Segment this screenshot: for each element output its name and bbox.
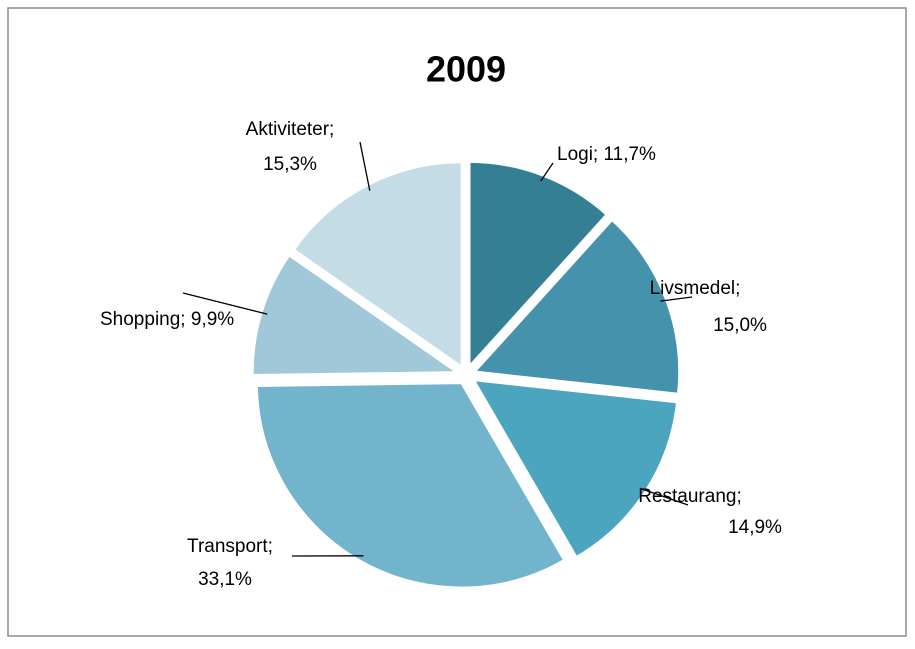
- value-label: 14,9%: [728, 517, 782, 538]
- value-label: 15,0%: [713, 315, 767, 336]
- category-label: Shopping;: [100, 309, 186, 330]
- category-label: Restaurang;: [638, 486, 742, 507]
- value-label: 15,3%: [263, 154, 317, 175]
- data-label: Shopping; 9,9%: [100, 309, 234, 330]
- value-label: 9,9%: [191, 309, 234, 330]
- category-label: Livsmedel;: [650, 278, 741, 299]
- category-label: Transport;: [187, 536, 273, 557]
- value-label: 33,1%: [198, 569, 252, 590]
- data-label: Logi; 11,7%: [557, 144, 656, 165]
- category-label: Aktiviteter;: [246, 119, 335, 140]
- chart-title: 2009: [426, 49, 506, 90]
- category-label: Logi;: [557, 144, 598, 165]
- value-label: 11,7%: [603, 144, 656, 165]
